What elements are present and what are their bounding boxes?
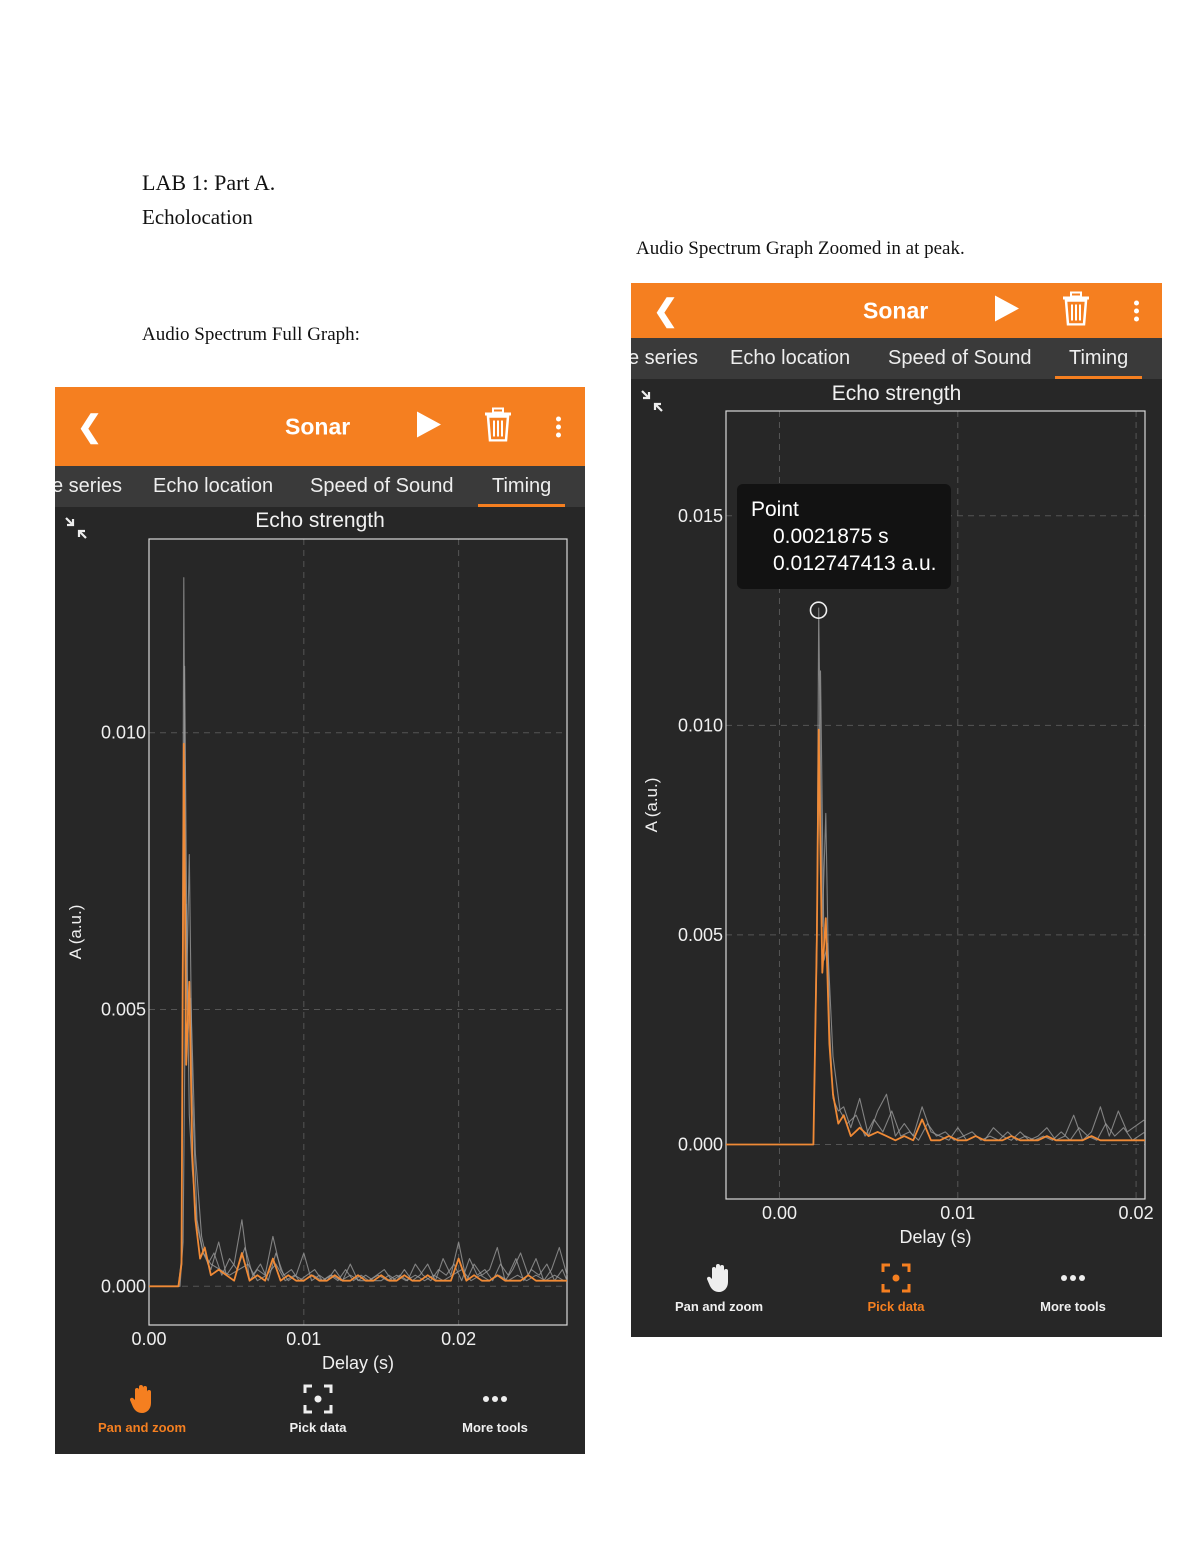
document-subtitle: Echolocation <box>142 205 253 229</box>
tab-bar: e series Echo location Speed of Sound Ti… <box>631 338 1162 379</box>
echo-strength-chart[interactable]: 0.00 0.01 0.02 0.000 0.005 0.010 Delay (s) A (a… <box>55 527 585 1387</box>
tab-speed-of-sound[interactable]: Speed of Sound <box>888 347 1032 369</box>
series-line-history <box>726 607 1146 1146</box>
tooltip-label: Point <box>751 498 799 521</box>
more-menu-icon[interactable] <box>1134 297 1140 324</box>
back-arrow-icon[interactable]: ❮ <box>653 294 679 327</box>
app-bar: ❮ Sonar <box>55 387 585 466</box>
y-tick-label: 0.000 <box>678 1135 723 1155</box>
y-axis-label: A (a.u.) <box>642 778 661 833</box>
x-tick-label: 0.00 <box>762 1203 797 1223</box>
y-tick-label: 0.010 <box>678 715 723 735</box>
data-point-tooltip: Point 0.0021875 s 0.012747413 a.u. <box>737 484 951 589</box>
pan-zoom-button[interactable]: Pan and zoom <box>62 1384 222 1435</box>
x-axis-label: Delay (s) <box>899 1227 971 1247</box>
more-dots-icon <box>483 1396 507 1402</box>
x-tick-label: 0.02 <box>441 1329 476 1349</box>
y-axis-label: A (a.u.) <box>66 905 85 960</box>
document-title: LAB 1: Part A. <box>142 170 276 195</box>
y-tick-label: 0.015 <box>678 506 723 526</box>
selected-point-marker[interactable] <box>809 601 828 620</box>
app-title: Sonar <box>285 413 351 439</box>
series-line-history <box>726 670 1146 1146</box>
series-line-history <box>149 903 567 1287</box>
tab-time-series[interactable]: e series <box>631 347 699 369</box>
app-title: Sonar <box>863 297 929 323</box>
graph-title: Echo strength <box>255 509 385 532</box>
y-tick-label: 0.005 <box>101 999 146 1019</box>
tab-echo-location[interactable]: Echo location <box>153 475 274 497</box>
series-line-current <box>726 728 1145 1146</box>
tab-speed-of-sound[interactable]: Speed of Sound <box>310 475 454 497</box>
tooltip-y-value: 0.012747413 a.u. <box>773 552 937 575</box>
tooltip-x-value: 0.0021875 s <box>773 525 889 548</box>
back-arrow-icon[interactable]: ❮ <box>77 410 103 443</box>
tab-timing[interactable]: Timing <box>1054 338 1143 379</box>
pick-data-label: Pick data <box>289 1420 347 1435</box>
play-icon[interactable] <box>417 411 441 442</box>
app-screenshot-zoomed: ❮ Sonar e series Echo location Speed of … <box>631 283 1162 1337</box>
x-tick-label: 0.01 <box>940 1203 975 1223</box>
more-tools-label: More tools <box>462 1420 528 1435</box>
play-icon[interactable] <box>995 295 1019 326</box>
tab-bar: e series Echo location Speed of Sound Ti… <box>55 466 585 507</box>
echo-strength-chart[interactable]: 0.00 0.01 0.02 0.000 0.005 0.010 0.015 Delay (s… <box>631 401 1162 1261</box>
tab-timing[interactable]: Timing <box>477 466 566 507</box>
series-line-history <box>149 665 568 1287</box>
pick-data-icon <box>303 1384 333 1414</box>
x-axis-label: Delay (s) <box>322 1353 394 1373</box>
more-tools-button[interactable]: More tools <box>993 1263 1153 1314</box>
app-bar: ❮ Sonar <box>631 283 1162 338</box>
pan-zoom-label: Pan and zoom <box>674 1299 764 1314</box>
y-tick-label: 0.000 <box>101 1276 146 1296</box>
hand-icon <box>706 1264 728 1292</box>
x-tick-label: 0.02 <box>1119 1203 1154 1223</box>
caption-full-graph: Audio Spectrum Full Graph: <box>142 324 360 345</box>
pick-data-icon <box>881 1263 911 1293</box>
pick-data-button[interactable]: Pick data <box>238 1384 398 1435</box>
pan-zoom-button[interactable]: Pan and zoom <box>639 1263 799 1314</box>
hand-icon <box>129 1385 151 1413</box>
tab-time-series[interactable]: e series <box>55 475 123 497</box>
more-dots-icon <box>1061 1275 1085 1281</box>
trash-icon[interactable] <box>1061 291 1091 330</box>
collapse-icon[interactable] <box>64 516 88 545</box>
more-tools-label: More tools <box>1040 1299 1106 1314</box>
series-line-current <box>149 742 567 1288</box>
y-tick-label: 0.010 <box>101 723 146 743</box>
graph-title: Echo strength <box>831 382 962 405</box>
y-tick-label: 0.005 <box>678 925 723 945</box>
plot-frame <box>148 538 568 1326</box>
pan-zoom-label: Pan and zoom <box>97 1420 187 1435</box>
x-tick-label: 0.00 <box>131 1329 166 1349</box>
series-line-history <box>149 577 568 1287</box>
collapse-icon[interactable] <box>640 389 664 418</box>
tab-echo-location[interactable]: Echo location <box>730 347 851 369</box>
caption-zoomed-graph: Audio Spectrum Graph Zoomed in at peak. <box>636 238 965 259</box>
pick-data-button[interactable]: Pick data <box>816 1263 976 1314</box>
app-screenshot-full: ❮ Sonar e series Echo location Speed of … <box>55 387 585 1454</box>
plot-frame <box>725 410 1146 1200</box>
pick-data-label: Pick data <box>867 1299 925 1314</box>
trash-icon[interactable] <box>483 407 513 446</box>
more-menu-icon[interactable] <box>556 413 562 440</box>
x-tick-label: 0.01 <box>286 1329 321 1349</box>
more-tools-button[interactable]: More tools <box>415 1384 575 1435</box>
